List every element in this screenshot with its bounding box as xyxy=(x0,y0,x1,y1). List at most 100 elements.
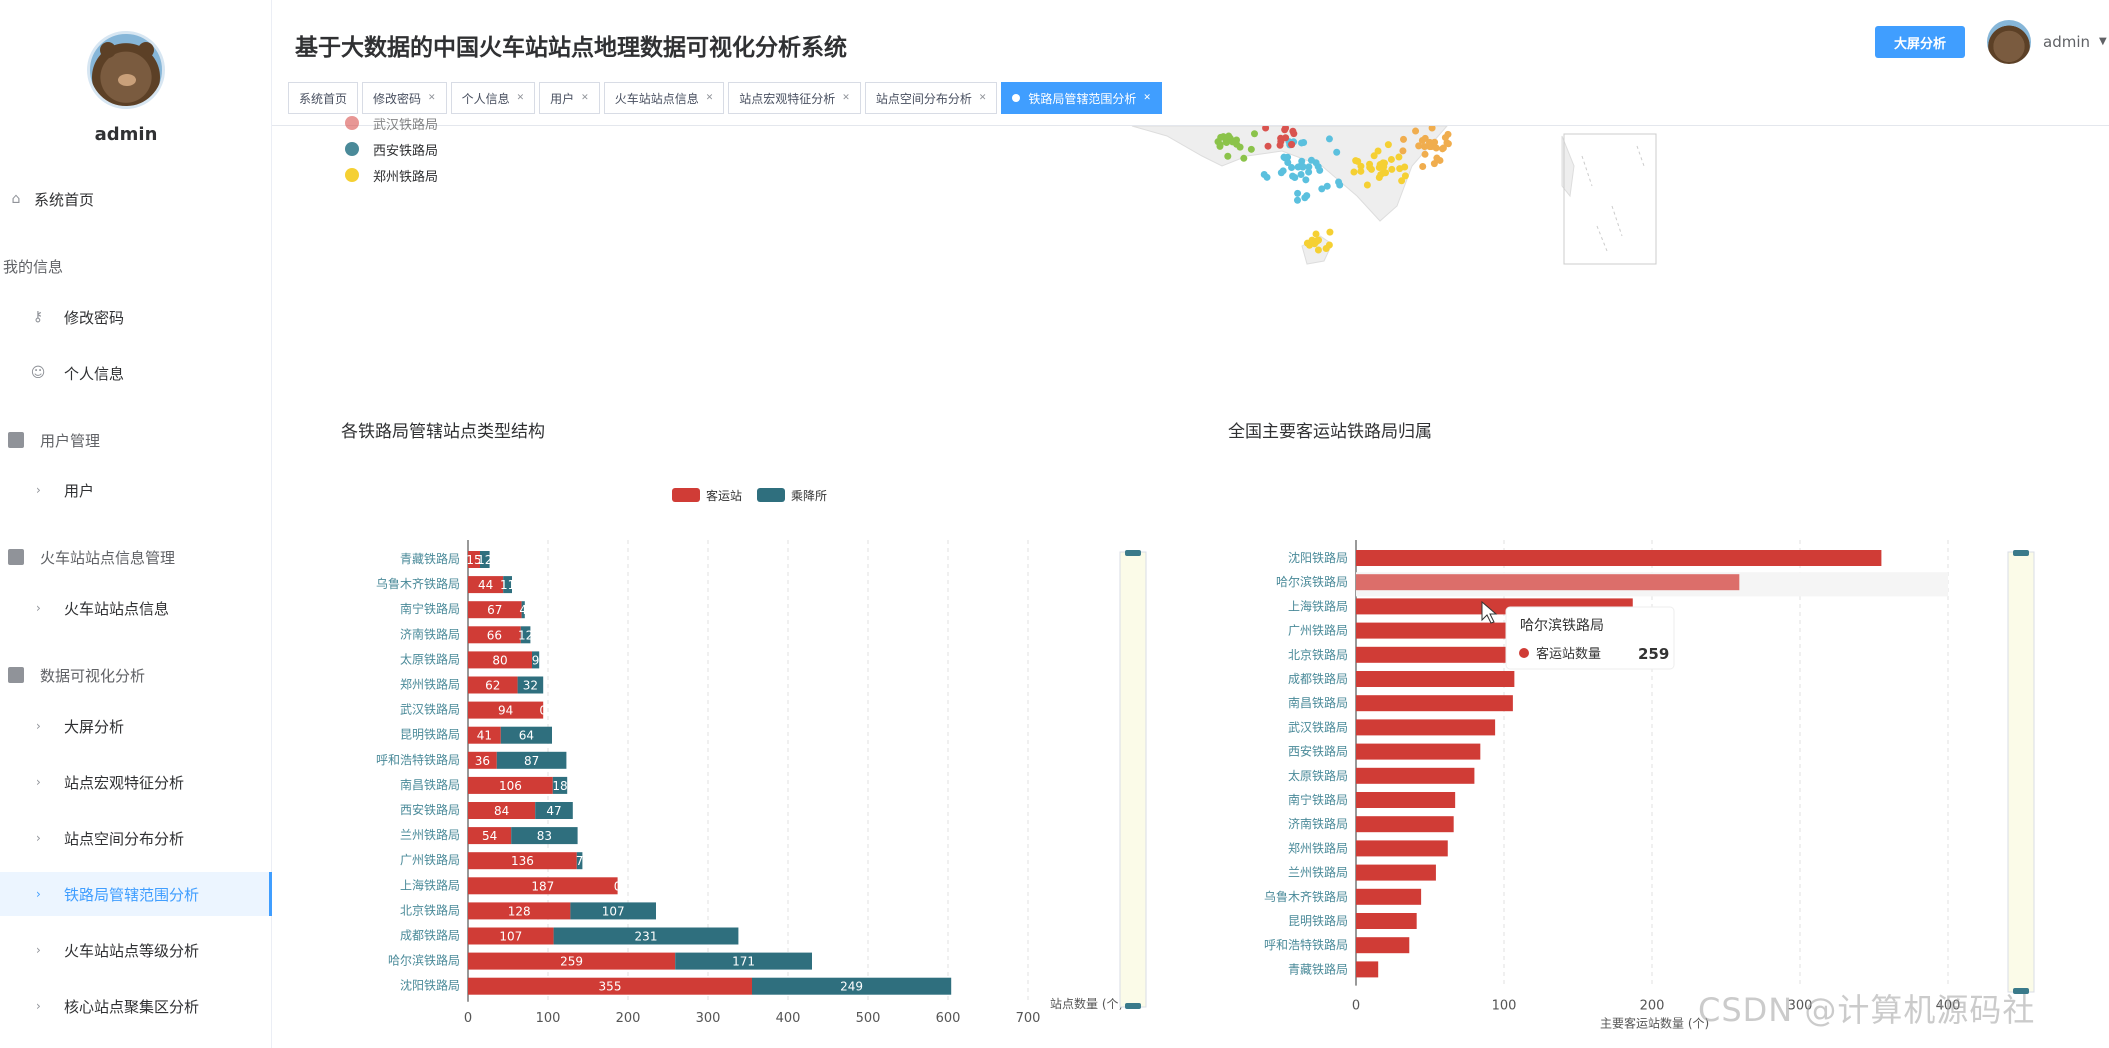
tab-station-info[interactable]: 火车站站点信息 ✕ xyxy=(603,82,725,114)
station-dot xyxy=(1370,152,1378,160)
bar-segment xyxy=(468,626,521,644)
station-dot xyxy=(1398,177,1406,185)
sidebar-group-visualization[interactable]: 数据可视化分析 xyxy=(0,655,272,695)
category-label: 青藏铁路局 xyxy=(400,551,460,566)
close-icon[interactable]: ✕ xyxy=(705,93,714,103)
tab-change-password[interactable]: 修改密码 ✕ xyxy=(362,82,447,114)
south-sea-inset xyxy=(1563,133,1657,265)
station-dot xyxy=(1240,154,1248,162)
data-label: 87 xyxy=(524,754,539,768)
sidebar-group-user-mgmt[interactable]: 用户管理 xyxy=(0,420,272,460)
data-label: 259 xyxy=(560,955,583,969)
tab-users[interactable]: 用户 ✕ xyxy=(539,82,600,114)
chevron-right-icon: › xyxy=(36,887,41,901)
category-label: 哈尔滨铁路局 xyxy=(388,953,460,968)
tab-label: 系统首页 xyxy=(299,91,348,106)
category-label: 郑州铁路局 xyxy=(400,677,460,692)
bar-segment xyxy=(532,651,540,669)
category-label: 北京铁路局 xyxy=(1288,647,1348,662)
tab-home[interactable]: 系统首页 xyxy=(288,82,359,114)
home-icon: ⌂ xyxy=(11,191,21,207)
station-dot xyxy=(1357,162,1365,170)
data-label: 9 xyxy=(532,653,540,667)
close-icon[interactable]: ✕ xyxy=(516,93,525,103)
sidebar-item-bureau-analysis[interactable]: › 铁路局管辖范围分析 xyxy=(0,872,272,916)
legend-item[interactable]: 郑州铁路局 xyxy=(345,162,438,188)
sidebar-item-grade-analysis[interactable]: › 火车站站点等级分析 xyxy=(0,928,272,972)
sidebar-item-profile[interactable]: ☺ 个人信息 xyxy=(0,351,272,395)
tick-label: 200 xyxy=(1640,999,1665,1014)
station-dot xyxy=(1430,160,1438,168)
tab-spatial-analysis[interactable]: 站点空间分布分析 ✕ xyxy=(864,82,998,114)
data-label: 36 xyxy=(475,754,490,768)
station-dot xyxy=(1277,134,1285,142)
close-icon[interactable]: ✕ xyxy=(428,93,436,103)
chart-icon xyxy=(8,667,24,683)
legend-label: 乘降所 xyxy=(791,489,827,503)
big-screen-button[interactable]: 大屏分析 xyxy=(1875,26,1965,58)
tab-bar: 系统首页 修改密码 ✕ 个人信息 ✕ 用户 ✕ 火车站站点信息 ✕ 站点宏观特征分析 ✕ … xyxy=(288,82,1166,114)
tab-macro-analysis[interactable]: 站点宏观特征分析 ✕ xyxy=(728,82,861,114)
tick-label: 0 xyxy=(464,1011,472,1026)
sidebar-group-my-info[interactable]: 我的信息 xyxy=(0,246,272,286)
header-username[interactable]: admin xyxy=(2043,33,2090,51)
bar-segment xyxy=(535,802,573,819)
category-label: 广州铁路局 xyxy=(400,852,460,867)
sidebar-item-macro-analysis[interactable]: › 站点宏观特征分析 xyxy=(0,760,272,804)
bar-segment xyxy=(468,852,577,870)
map-area[interactable] xyxy=(272,126,2109,341)
bar-segment xyxy=(468,576,504,594)
mouse-cursor-icon xyxy=(1481,600,1498,624)
chart1-title: 各铁路局管辖站点类型结构 xyxy=(341,422,545,442)
map-legend: 武汉铁路局 西安铁路局 郑州铁路局 xyxy=(345,116,438,188)
checkbox-icon xyxy=(8,549,24,565)
sidebar-item-station-info[interactable]: › 火车站站点信息 xyxy=(0,586,272,630)
legend-label: 西安铁路局 xyxy=(373,143,439,159)
sidebar-item-spatial-analysis[interactable]: › 站点空间分布分析 xyxy=(0,816,272,860)
header: 基于大数据的中国火车站站点地理数据可视化分析系统 xyxy=(272,0,2109,78)
x-axis-label: 主要客运站数量 (个) xyxy=(1600,1016,1709,1031)
bar-segment xyxy=(675,952,812,970)
station-dot xyxy=(1323,182,1331,190)
station-dot xyxy=(1303,192,1311,200)
category-label: 武汉铁路局 xyxy=(400,702,460,717)
station-dot xyxy=(1443,139,1451,147)
station-dot xyxy=(1223,139,1231,147)
tab-profile[interactable]: 个人信息 ✕ xyxy=(450,82,536,114)
sidebar-item-home[interactable]: ⌂ 系统首页 xyxy=(0,177,272,221)
bar-segment xyxy=(521,601,525,619)
data-label: 54 xyxy=(482,829,497,843)
sidebar-item-label: 火车站站点等级分析 xyxy=(64,941,200,960)
sidebar-item-label: 核心站点聚集区分析 xyxy=(64,997,200,1016)
station-dot xyxy=(1305,163,1313,171)
legend-item[interactable]: 武汉铁路局 xyxy=(345,110,438,136)
station-dot xyxy=(1247,145,1255,153)
legend-item[interactable]: 西安铁路局 xyxy=(345,136,438,162)
sidebar-group-station-mgmt[interactable]: 火车站站点信息管理 xyxy=(0,537,272,577)
station-dot xyxy=(1363,181,1371,189)
legend-swatch xyxy=(672,488,700,502)
caret-down-icon[interactable]: ▼ xyxy=(2099,36,2107,47)
sidebar-group-label: 我的信息 xyxy=(3,257,64,276)
sidebar: admin ⌂ 系统首页 我的信息 ⚷ 修改密码 ☺ 个人信息 用户管理 › 用… xyxy=(0,0,272,1048)
category-label: 昆明铁路局 xyxy=(1288,913,1348,928)
sidebar-avatar xyxy=(87,31,165,109)
station-dot xyxy=(1297,170,1305,178)
close-icon[interactable]: ✕ xyxy=(581,93,589,103)
category-label: 南昌铁路局 xyxy=(400,777,460,792)
tab-label: 修改密码 xyxy=(373,91,422,106)
station-dot xyxy=(1436,156,1444,164)
sidebar-item-big-screen[interactable]: › 大屏分析 xyxy=(0,704,272,748)
tick-label: 0 xyxy=(1352,999,1360,1014)
close-icon[interactable]: ✕ xyxy=(842,93,850,103)
close-icon[interactable]: ✕ xyxy=(1143,93,1151,103)
avatar[interactable] xyxy=(1987,20,2031,64)
tab-bureau-analysis[interactable]: 铁路局管辖范围分析 ✕ xyxy=(1001,82,1162,114)
sidebar-item-users[interactable]: › 用户 xyxy=(0,468,272,512)
sidebar-item-change-password[interactable]: ⚷ 修改密码 xyxy=(0,295,272,339)
close-icon[interactable]: ✕ xyxy=(978,93,987,103)
sidebar-item-cluster-analysis[interactable]: › 核心站点聚集区分析 xyxy=(0,984,272,1028)
